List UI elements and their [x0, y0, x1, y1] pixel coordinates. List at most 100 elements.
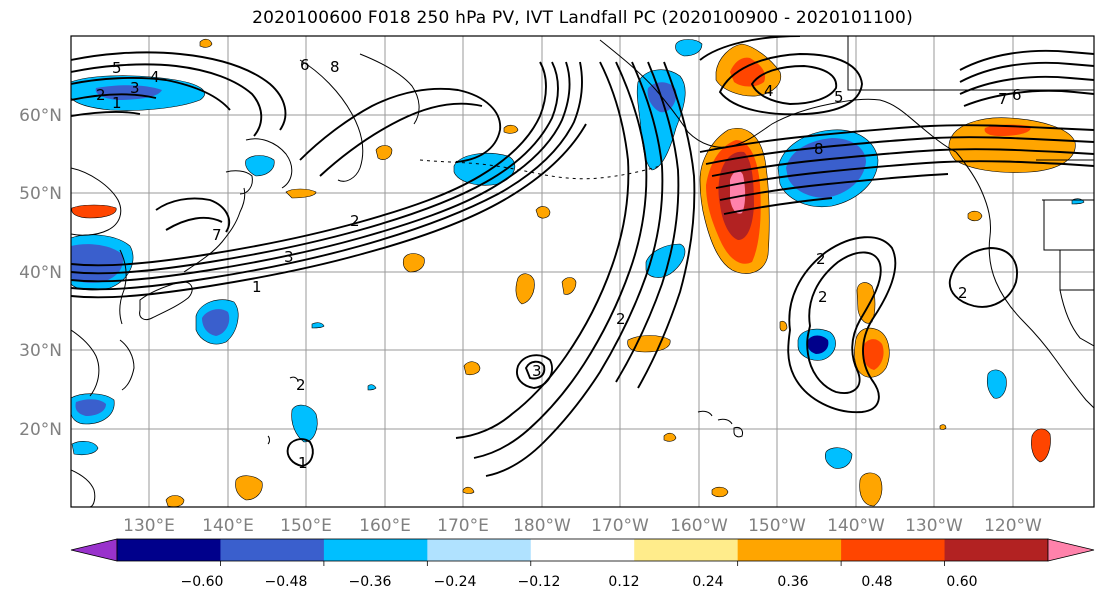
- colorbar-segment: [634, 539, 739, 561]
- colorbar-segment: [530, 539, 635, 561]
- map-title: 2020100600 F018 250 hPa PV, IVT Landfall…: [252, 8, 913, 28]
- lon-label: 180°W: [513, 516, 571, 536]
- shade-neg-170e: [453, 153, 516, 186]
- colorbar-extend-high: [1047, 538, 1095, 562]
- shade-pos-small-6: [285, 188, 317, 199]
- shade-pos-140w-red: [862, 339, 884, 370]
- shade-pos-small-16: [462, 486, 475, 494]
- colorbar-segment: [841, 539, 946, 561]
- contour-labels: 5 4 3 2 1 6 8 7 3 2 1 2 3 1 2 4 5 8 6 7 …: [96, 56, 1022, 472]
- contour-label: 3: [130, 79, 140, 97]
- contour-label: 5: [834, 88, 844, 106]
- contour-label: 2: [958, 284, 968, 302]
- colorbar-tick-label: 0.60: [946, 574, 977, 590]
- contour-label: 1: [112, 94, 122, 112]
- colorbar-tick-label: −0.24: [434, 574, 477, 590]
- contour-label: 2: [816, 250, 826, 268]
- shade-neg-160e: [245, 155, 275, 177]
- lat-label-50n: 50°N: [19, 184, 62, 204]
- shade-pos-small-18: [503, 124, 519, 134]
- lon-label: 130°W: [905, 516, 963, 536]
- lat-label-40n: 40°N: [19, 263, 62, 283]
- map-frame: [70, 35, 1095, 508]
- contour-label: 3: [284, 248, 294, 266]
- colorbar-segment: [737, 539, 842, 561]
- lon-label: 160°W: [670, 516, 728, 536]
- lon-label: 150°W: [748, 516, 806, 536]
- lat-label-20n: 20°N: [19, 420, 62, 440]
- shade-pos-small-7: [71, 204, 117, 219]
- shade-neg-143w-dark: [807, 335, 829, 354]
- shade-neg-125w-25n: [986, 369, 1007, 399]
- contour-label: 3: [532, 362, 542, 380]
- shade-neg-125e-mid: [75, 399, 106, 416]
- lon-label: 130°E: [123, 516, 175, 536]
- shade-pos-small-3: [561, 277, 577, 295]
- contour-label: 1: [298, 454, 308, 472]
- colorbar: −0.60 −0.48 −0.36 −0.24 −0.12 0.12 0.24 …: [70, 538, 1095, 590]
- contour-label: 1: [252, 278, 262, 296]
- contour-label: 2: [96, 86, 106, 104]
- colorbar-tick-label: −0.12: [518, 574, 561, 590]
- colorbar-tick-label: 0.36: [777, 574, 808, 590]
- lon-labels: 130°E 140°E 150°E 160°E 170°E 180°W 170°…: [123, 516, 1042, 536]
- lat-label-60n: 60°N: [19, 106, 62, 126]
- shade-pos-small-5: [375, 145, 393, 160]
- shade-neg-140w-18n: [824, 447, 853, 469]
- lon-label: 140°W: [827, 516, 885, 536]
- shade-neg-small-2: [311, 322, 325, 329]
- lon-label: 160°E: [359, 516, 411, 536]
- lon-label: 170°E: [437, 516, 489, 536]
- shade-neg-150e-20n: [291, 404, 318, 443]
- shade-pos-small-2: [515, 273, 535, 305]
- contour-label: 7: [998, 90, 1008, 108]
- colorbar-tick-label: 0.24: [692, 574, 723, 590]
- positive-shading: [71, 38, 1076, 507]
- contour-label: 2: [350, 212, 360, 230]
- colorbar-tick-label: −0.36: [349, 574, 392, 590]
- shade-pos-small-9: [463, 361, 481, 376]
- shade-pos-small-4: [535, 206, 551, 219]
- lon-label: 140°E: [202, 516, 254, 536]
- lat-label-30n: 30°N: [19, 341, 62, 361]
- contours: [71, 36, 1094, 477]
- contour-label: 2: [296, 376, 306, 394]
- lon-label: 150°E: [280, 516, 332, 536]
- shade-pos-140w-upper: [856, 282, 876, 324]
- contour-label: 8: [814, 140, 824, 158]
- colorbar-tick-label: 0.12: [608, 574, 639, 590]
- colorbar-segment: [220, 539, 325, 561]
- contour-label: 2: [616, 310, 626, 328]
- contour-label: 6: [1012, 86, 1022, 104]
- shade-pos-small-17: [939, 424, 947, 430]
- shade-pos-small-14: [779, 320, 788, 332]
- shade-neg-145e-mid: [202, 309, 230, 336]
- colorbar-tick-label: 0.48: [861, 574, 892, 590]
- shade-neg-top: [675, 39, 703, 57]
- shade-neg-small-3: [367, 384, 377, 391]
- shade-neg-small-1: [71, 441, 99, 456]
- colorbar-segment: [117, 539, 221, 561]
- shade-pos-small-11: [711, 486, 729, 498]
- contour-label: 5: [112, 59, 122, 77]
- lon-label: 170°W: [591, 516, 649, 536]
- contour-label: 4: [150, 68, 160, 86]
- shade-pos-small-1: [402, 253, 425, 273]
- contour-label: 7: [212, 226, 222, 244]
- contour-label: 8: [330, 58, 340, 76]
- colorbar-extend-low: [70, 538, 118, 562]
- shade-pos-small-8: [235, 475, 263, 501]
- lon-label: 120°W: [984, 516, 1042, 536]
- coastlines: [71, 36, 1094, 507]
- shade-pos-small-10: [165, 495, 185, 507]
- shade-pos-bottom: [859, 472, 883, 507]
- shade-pos-small-13: [967, 210, 983, 222]
- contour-label: 4: [764, 82, 774, 100]
- contour-label: 2: [818, 288, 828, 306]
- shade-pos-150w-pink: [730, 170, 746, 214]
- shade-neg-158w: [645, 243, 686, 278]
- colorbar-segment: [323, 539, 428, 561]
- colorbar-segment: [427, 539, 532, 561]
- shade-pos-small-12: [199, 38, 213, 48]
